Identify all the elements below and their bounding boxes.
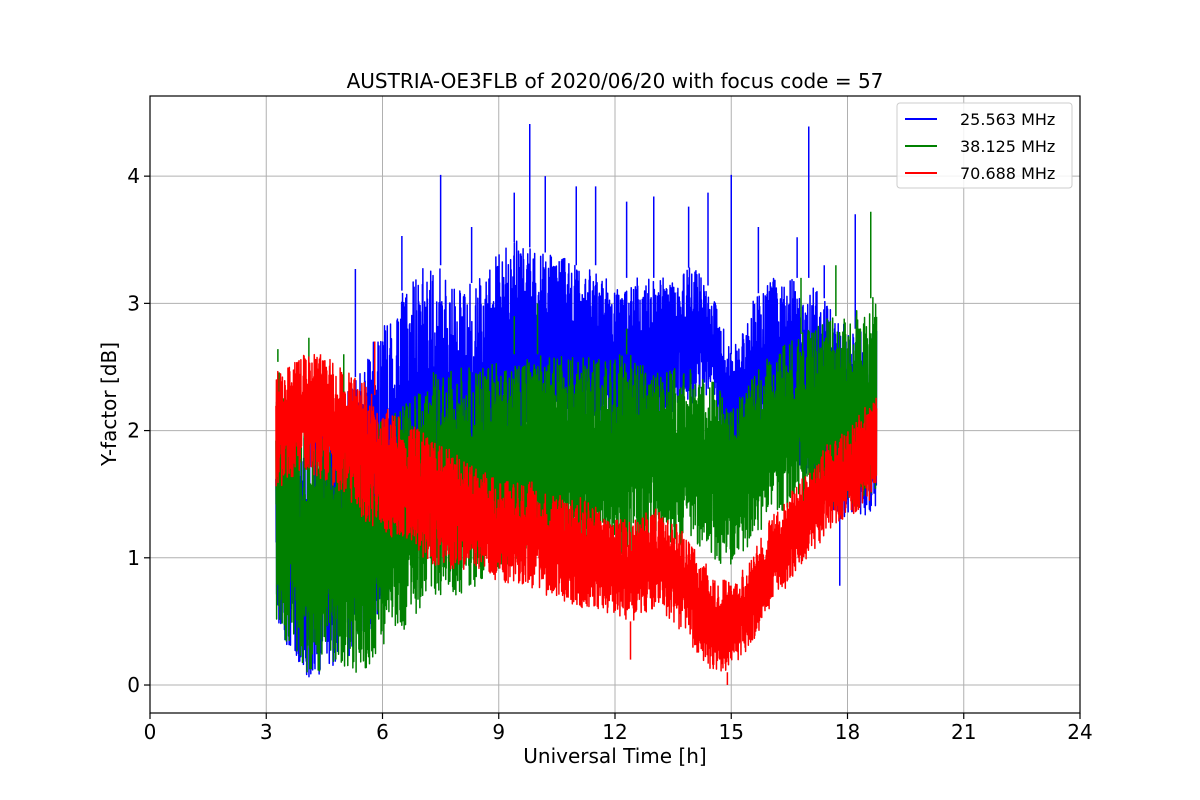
y-tick-label: 0 [127, 673, 140, 697]
y-axis-label: Y-factor [dB] [97, 342, 121, 467]
x-tick-label: 21 [951, 720, 976, 744]
x-tick-label: 24 [1067, 720, 1092, 744]
plot-series [275, 123, 878, 686]
legend-label-2: 70.688 MHz [960, 164, 1055, 183]
x-tick-label: 6 [376, 720, 389, 744]
y-tick-label: 3 [127, 291, 140, 315]
chart-title: AUSTRIA-OE3FLB of 2020/06/20 with focus … [347, 69, 884, 93]
y-tick-label: 4 [127, 164, 140, 188]
series-line-0 [275, 123, 878, 678]
legend-label-1: 38.125 MHz [960, 137, 1055, 156]
x-tick-label: 12 [602, 720, 627, 744]
series-line-2 [275, 341, 878, 686]
legend-label-0: 25.563 MHz [960, 110, 1055, 129]
x-axis-label: Universal Time [h] [523, 744, 706, 768]
legend: 25.563 MHz 38.125 MHz 70.688 MHz [896, 102, 1073, 189]
x-tick-label: 3 [260, 720, 273, 744]
y-tick-label: 1 [127, 546, 140, 570]
x-tick-label: 0 [144, 720, 157, 744]
legend-box [896, 102, 1073, 189]
x-tick-label: 9 [492, 720, 505, 744]
y-tick-label: 2 [127, 419, 140, 443]
x-tick-label: 15 [719, 720, 744, 744]
x-tick-label: 18 [835, 720, 860, 744]
